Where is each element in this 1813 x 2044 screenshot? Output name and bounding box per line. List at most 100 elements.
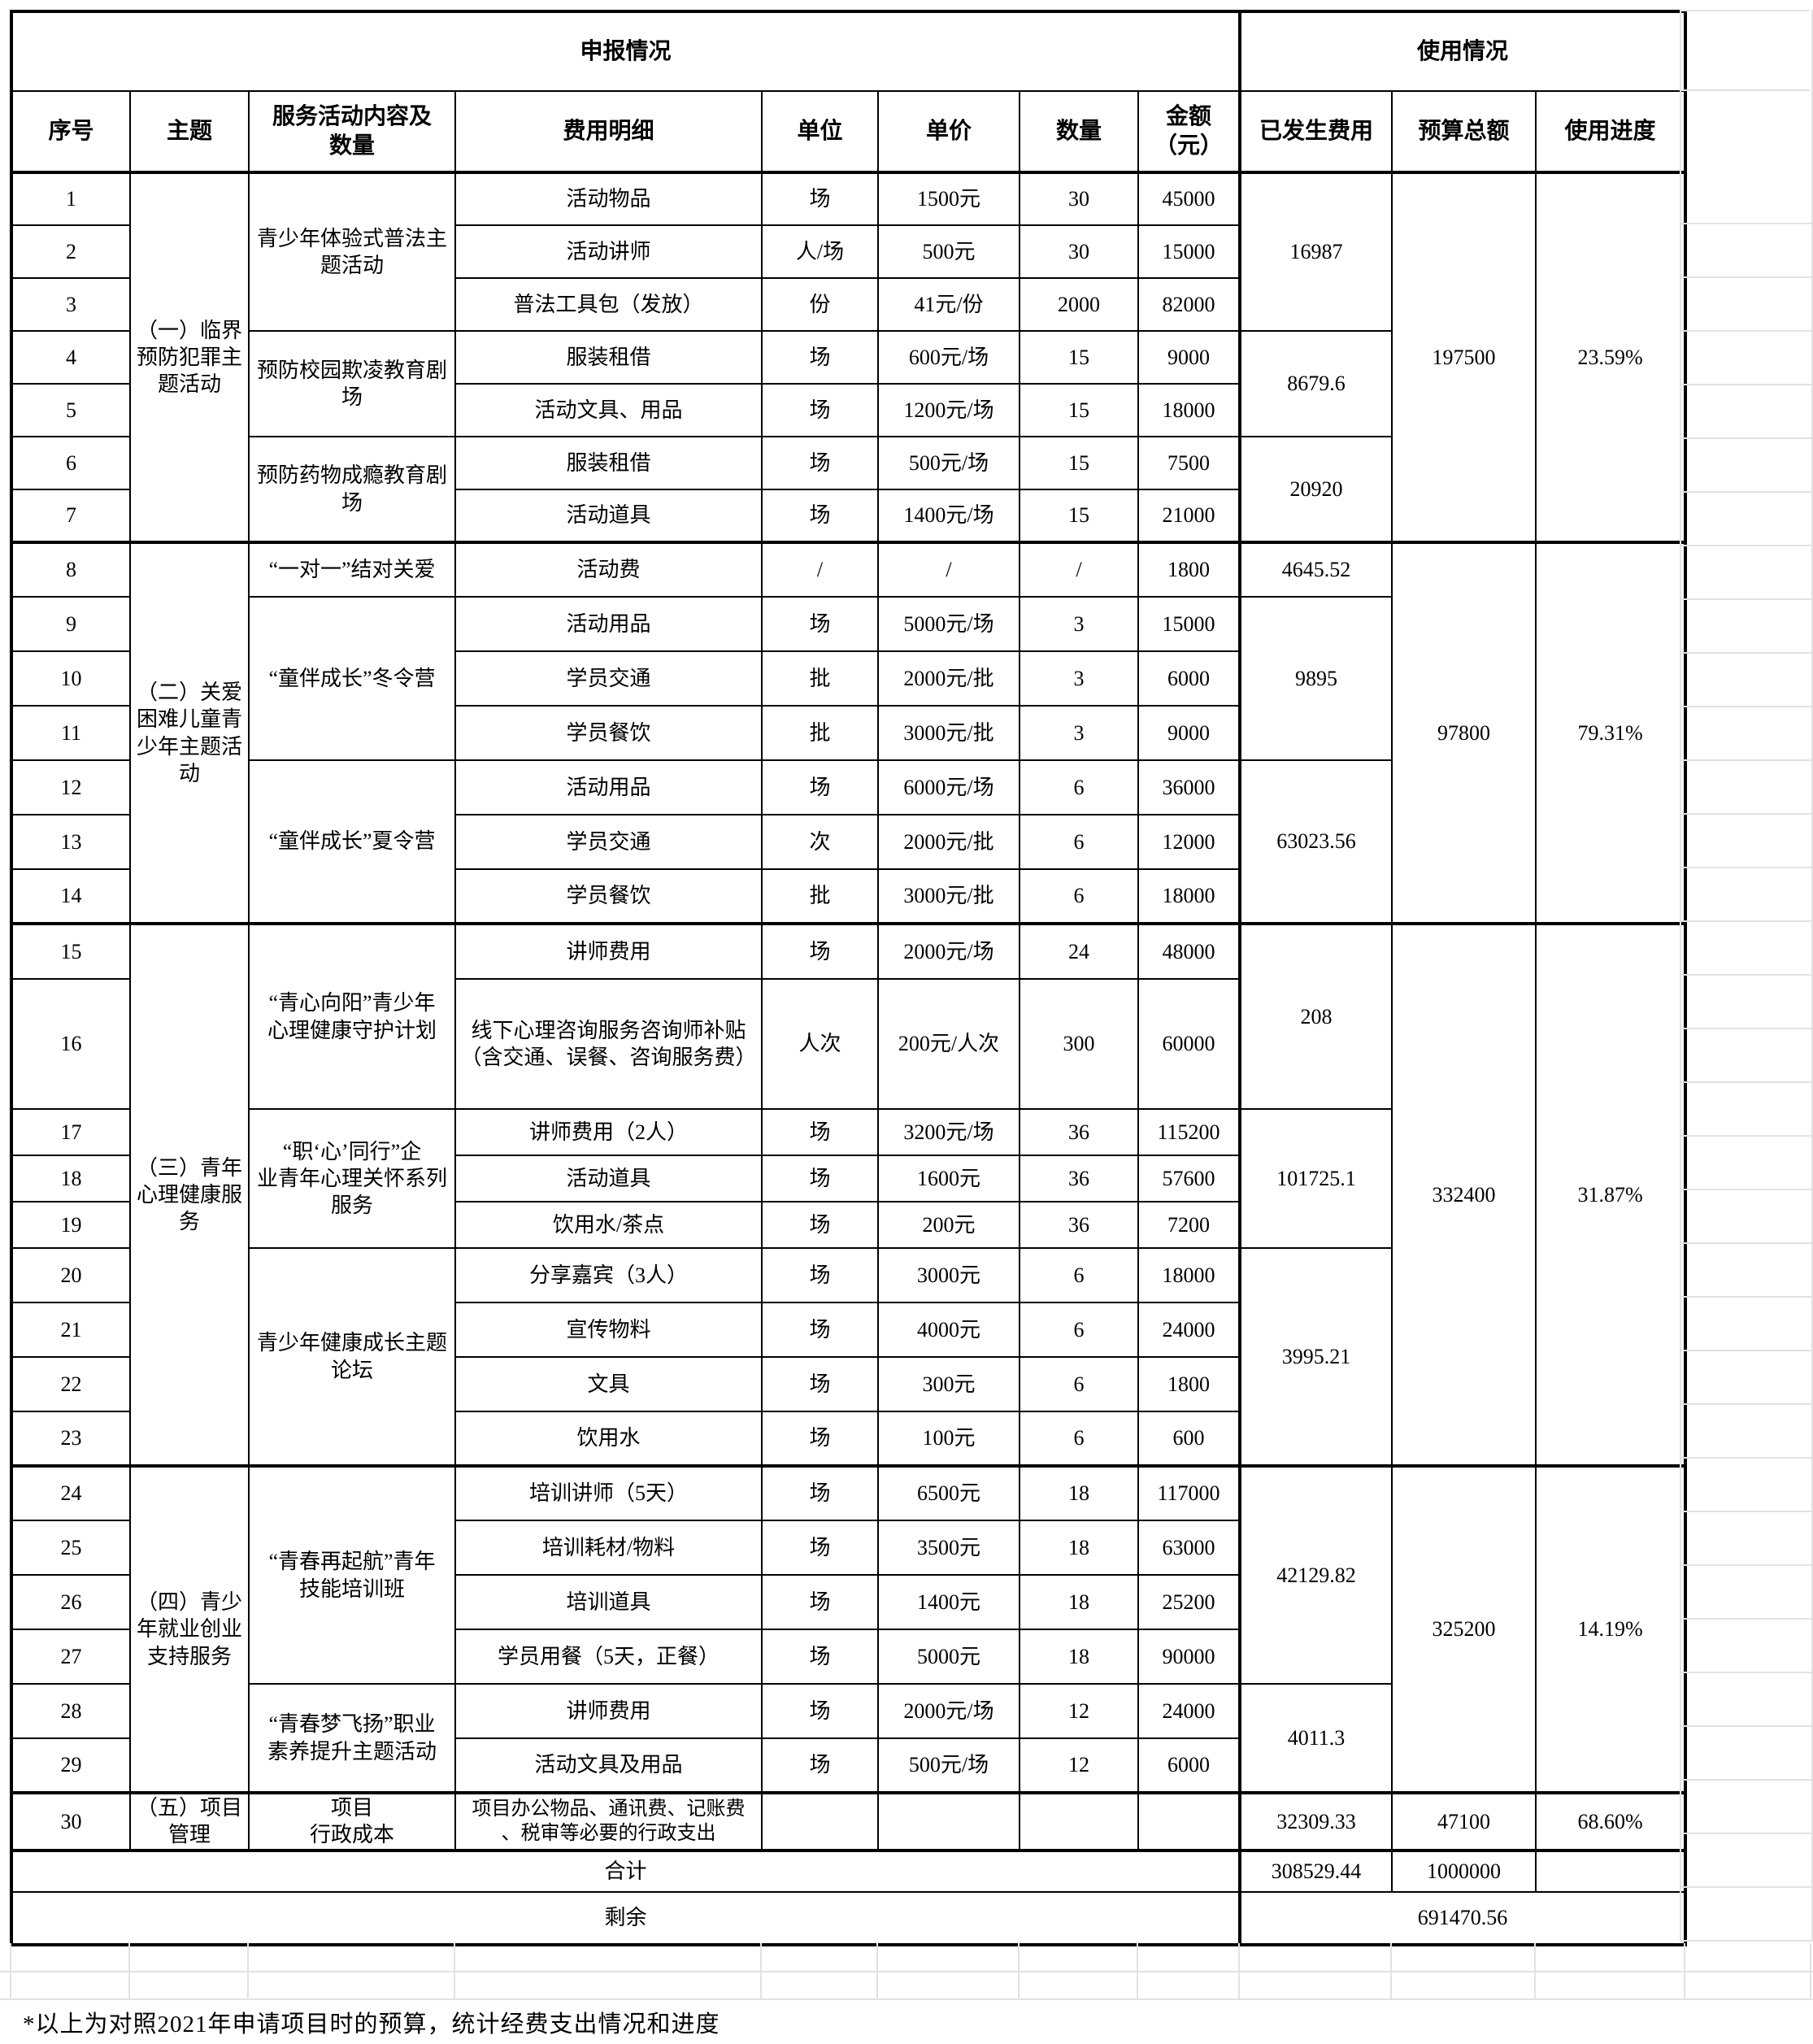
cell-progress: 79.31% xyxy=(1535,541,1687,924)
col-header-unit: 单位 xyxy=(761,90,879,174)
table-row: 16 线下心理咨询服务咨询师补贴 （含交通、误餐、咨询服务费） 人次 200元/… xyxy=(11,978,1685,1110)
cell-budget-total: 47100 xyxy=(1391,1791,1537,1852)
cell-detail: 活动用品 xyxy=(454,596,763,652)
cell-amount: 24000 xyxy=(1137,1683,1242,1739)
cell-activity: 项目 行政成本 xyxy=(248,1791,456,1852)
cell-amount: 12000 xyxy=(1137,814,1242,870)
cell-unit xyxy=(761,1791,879,1852)
cell-price: 300元 xyxy=(877,1356,1020,1412)
table-row: 序号 主题 服务活动内容及 数量 费用明细 单位 单价 数量 金额 （元） 已发… xyxy=(11,90,1687,174)
cell-qty: 36 xyxy=(1019,1155,1139,1202)
cell-price: 1400元 xyxy=(877,1574,1020,1630)
cell-amount: 21000 xyxy=(1137,489,1242,544)
cell-spent: 20920 xyxy=(1238,436,1393,543)
col-header-price: 单价 xyxy=(877,90,1020,174)
cell-amount: 57600 xyxy=(1137,1155,1242,1202)
cell-unit: 场 xyxy=(761,1629,879,1685)
cell-detail: 服装租借 xyxy=(454,330,763,385)
cell-seq: 6 xyxy=(11,436,131,490)
cell-qty: 18 xyxy=(1019,1520,1139,1576)
col-header-activity: 服务活动内容及 数量 xyxy=(248,90,456,174)
col-header-budget-total: 预算总额 xyxy=(1391,90,1537,174)
table-row: 22 文具 场 300元 6 1800 xyxy=(11,1356,1685,1412)
cell-detail: 普法工具包（发放） xyxy=(454,277,763,332)
cell-price: 3500元 xyxy=(877,1520,1020,1576)
cell-activity: “童伴成长”夏令营 xyxy=(248,759,456,924)
cell-activity: 预防药物成瘾教育剧 场 xyxy=(248,436,456,543)
table-row: 12 “童伴成长”夏令营 活动用品 场 6000元/场 6 36000 6302… xyxy=(11,759,1685,924)
cell-unit: 场 xyxy=(761,1683,879,1739)
excel-gridline xyxy=(1680,10,1810,11)
cell-price: 2000元/场 xyxy=(877,922,1020,980)
table-row: 申报情况 使用情况 xyxy=(10,11,1687,92)
cell-detail: 培训讲师（5天） xyxy=(454,1464,763,1521)
cell-amount: 6000 xyxy=(1137,1737,1242,1794)
cell-price: 6000元/场 xyxy=(877,759,1020,815)
cell-detail: 活动文具及用品 xyxy=(454,1737,763,1794)
cell-spent: 3995.21 xyxy=(1238,1247,1393,1467)
cell-qty: 12 xyxy=(1019,1737,1139,1794)
cell-budget-total: 197500 xyxy=(1391,171,1537,543)
cell-price xyxy=(877,1791,1020,1852)
summary-row: 合计 308529.44 1000000 xyxy=(10,1848,1687,1893)
cell-unit: 场 xyxy=(761,1247,879,1303)
cell-qty: 18 xyxy=(1019,1464,1139,1521)
cell-detail: 学员交通 xyxy=(454,814,763,870)
cell-amount: 1800 xyxy=(1137,541,1242,598)
cell-amount: 117000 xyxy=(1137,1464,1242,1521)
table-row: 26 培训道具 场 1400元 18 25200 xyxy=(11,1574,1685,1630)
cell-spent: 4645.52 xyxy=(1238,541,1393,598)
cell-seq: 27 xyxy=(11,1629,131,1685)
table-row: 4 预防校园欺凌教育剧 场 服装租借 场 600元/场 15 9000 8679… xyxy=(11,330,1685,437)
cell-activity: “青春再起航”青年 技能培训班 xyxy=(248,1464,456,1685)
cell-unit: 场 xyxy=(761,922,879,980)
cell-detail: 活动讲师 xyxy=(454,224,763,279)
cell-progress: 31.87% xyxy=(1535,922,1687,1467)
cell-amount: 60000 xyxy=(1137,978,1242,1110)
cell-unit: 场 xyxy=(761,1155,879,1202)
cell-qty: 300 xyxy=(1019,978,1139,1110)
cell-qty: 6 xyxy=(1019,1356,1139,1412)
cell-price: 3000元/批 xyxy=(877,705,1020,761)
cell-seq: 29 xyxy=(11,1737,131,1794)
cell-detail: 服装租借 xyxy=(454,436,763,490)
cell-price: 4000元 xyxy=(877,1302,1020,1358)
col-header-detail: 费用明细 xyxy=(454,90,763,174)
cell-theme: （一）临界 预防犯罪主 题活动 xyxy=(129,171,250,543)
cell-detail: 讲师费用 xyxy=(454,922,763,980)
cell-activity: “职‘心’同行”企 业青年心理关怀系列 服务 xyxy=(248,1108,456,1249)
cell-amount: 48000 xyxy=(1137,922,1242,980)
table-row: 28 “青春梦飞扬”职业 素养提升主题活动 讲师费用 场 2000元/场 12 … xyxy=(11,1683,1685,1794)
cell-qty: 30 xyxy=(1019,224,1139,279)
table-row: 14 学员餐饮 批 3000元/批 6 18000 xyxy=(11,868,1685,925)
cell-qty: 15 xyxy=(1019,383,1139,437)
cell-seq: 3 xyxy=(11,277,131,332)
cell-price: 200元/人次 xyxy=(877,978,1020,1110)
cell-activity: “青春梦飞扬”职业 素养提升主题活动 xyxy=(248,1683,456,1794)
cell-unit: 场 xyxy=(761,759,879,815)
cell-detail: 活动道具 xyxy=(454,1155,763,1202)
cell-amount: 9000 xyxy=(1137,330,1242,385)
cell-detail: 饮用水/茶点 xyxy=(454,1201,763,1249)
cell-seq: 4 xyxy=(11,330,131,385)
table-row: 15 （三）青年 心理健康服 务 “青心向阳”青少年 心理健康守护计划 讲师费用… xyxy=(11,922,1687,1467)
cell-price: 500元/场 xyxy=(877,1737,1020,1794)
cell-qty xyxy=(1019,1791,1139,1852)
cell-unit: 人/场 xyxy=(761,224,879,279)
cell-seq: 15 xyxy=(11,922,131,980)
cell-amount: 15000 xyxy=(1137,224,1242,279)
cell-spent: 8679.6 xyxy=(1238,330,1393,437)
table-row: 2 活动讲师 人/场 500元 30 15000 xyxy=(11,224,1685,279)
cell-price: 1400元/场 xyxy=(877,489,1020,544)
cell-amount: 9000 xyxy=(1137,705,1242,761)
cell-price: 5000元/场 xyxy=(877,596,1020,652)
cell-unit: 场 xyxy=(761,1411,879,1468)
cell-qty: 15 xyxy=(1019,330,1139,385)
cell-detail: 活动费 xyxy=(454,541,763,598)
cell-detail: 讲师费用（2人） xyxy=(454,1108,763,1156)
cell-spent: 9895 xyxy=(1238,596,1393,761)
cell-price: 3000元 xyxy=(877,1247,1020,1303)
cell-seq: 11 xyxy=(11,705,131,761)
cell-unit: 场 xyxy=(761,1464,879,1521)
summary-spent: 308529.44 xyxy=(1238,1848,1393,1893)
